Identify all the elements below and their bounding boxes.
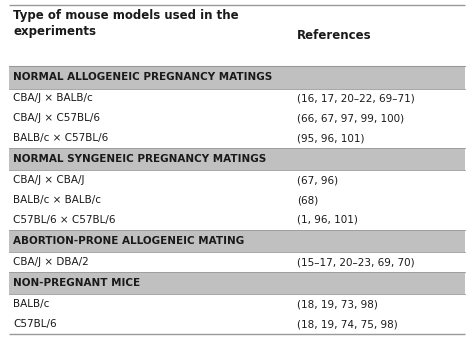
Text: (15–17, 20–23, 69, 70): (15–17, 20–23, 69, 70) [297, 257, 414, 267]
Text: NON-PREGNANT MICE: NON-PREGNANT MICE [13, 278, 140, 288]
Text: (67, 96): (67, 96) [297, 175, 338, 185]
Text: CBA/J × C57BL/6: CBA/J × C57BL/6 [13, 113, 100, 123]
Text: (66, 67, 97, 99, 100): (66, 67, 97, 99, 100) [297, 113, 404, 123]
Text: NORMAL ALLOGENEIC PREGNANCY MATINGS: NORMAL ALLOGENEIC PREGNANCY MATINGS [13, 72, 273, 82]
Text: (1, 96, 101): (1, 96, 101) [297, 215, 357, 225]
Text: C57BL/6 × C57BL/6: C57BL/6 × C57BL/6 [13, 215, 116, 225]
Text: BALB/c × C57BL/6: BALB/c × C57BL/6 [13, 133, 109, 143]
Text: (16, 17, 20–22, 69–71): (16, 17, 20–22, 69–71) [297, 94, 414, 103]
Text: (68): (68) [297, 195, 318, 205]
Text: CBA/J × DBA/2: CBA/J × DBA/2 [13, 257, 89, 267]
Text: (18, 19, 74, 75, 98): (18, 19, 74, 75, 98) [297, 319, 397, 329]
Text: References: References [297, 29, 371, 42]
Text: (18, 19, 73, 98): (18, 19, 73, 98) [297, 299, 377, 309]
Text: ABORTION-PRONE ALLOGENEIC MATING: ABORTION-PRONE ALLOGENEIC MATING [13, 236, 245, 246]
Text: C57BL/6: C57BL/6 [13, 319, 57, 329]
Text: Type of mouse models used in the
experiments: Type of mouse models used in the experim… [13, 9, 239, 38]
Text: (95, 96, 101): (95, 96, 101) [297, 133, 364, 143]
Text: NORMAL SYNGENEIC PREGNANCY MATINGS: NORMAL SYNGENEIC PREGNANCY MATINGS [13, 154, 266, 164]
Text: CBA/J × BALB/c: CBA/J × BALB/c [13, 94, 93, 103]
Bar [9, 148, 465, 170]
Text: CBA/J × CBA/J: CBA/J × CBA/J [13, 175, 85, 185]
Text: BALB/c: BALB/c [13, 299, 50, 309]
Bar [9, 230, 465, 252]
Bar [9, 272, 465, 294]
Text: BALB/c × BALB/c: BALB/c × BALB/c [13, 195, 101, 205]
Bar [9, 66, 465, 88]
